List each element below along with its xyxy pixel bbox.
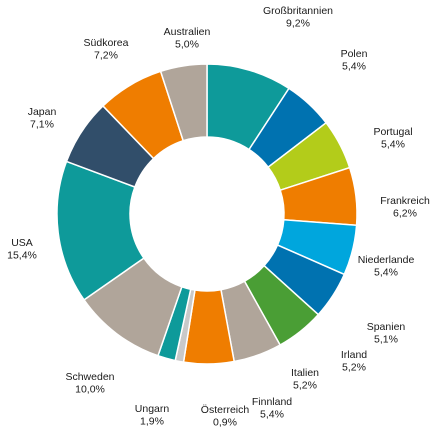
slice-value: 5,4% <box>342 61 366 73</box>
slice-label-frankreich: Frankreich 6,2% <box>380 195 430 220</box>
slice-value: 5,1% <box>374 334 398 346</box>
slice-label-portugal: Portugal 5,4% <box>373 126 412 151</box>
slice-label-finnland: Finnland 5,4% <box>252 396 292 421</box>
slice-value: 5,4% <box>374 267 398 279</box>
slice-name: Südkorea <box>84 37 129 49</box>
slice-value: 5,0% <box>175 39 199 51</box>
slice-australien <box>159 63 208 142</box>
slice-value: 10,0% <box>75 384 105 396</box>
slice-name: Irland <box>341 349 367 361</box>
slice-label-polen: Polen 5,4% <box>341 48 368 73</box>
slice-name: Österreich <box>201 404 250 416</box>
slice-name: Großbritannien <box>263 5 333 17</box>
slice-label-ungarn: Ungarn 1,9% <box>135 403 170 428</box>
slice-label-japan: Japan 7,1% <box>28 106 57 131</box>
slice-label-schweden: Schweden 10,0% <box>65 371 114 396</box>
slice-value: 0,9% <box>213 417 237 429</box>
slice-value: 7,2% <box>94 50 118 62</box>
slice-label-irland: Irland 5,2% <box>341 349 367 374</box>
slice-name: Finnland <box>252 396 292 408</box>
slice-value: 5,2% <box>293 380 317 392</box>
slice-label-italien: Italien 5,2% <box>291 367 319 392</box>
slice-name: Ungarn <box>135 403 170 415</box>
slice-label-österreich: Österreich 0,9% <box>201 404 250 429</box>
slice-label-großbritannien: Großbritannien 9,2% <box>263 5 333 30</box>
slice-value: 6,2% <box>393 208 417 220</box>
slice-value: 9,2% <box>286 18 310 30</box>
slice-value: 15,4% <box>7 250 37 262</box>
slice-name: Schweden <box>65 371 114 383</box>
slice-value: 7,1% <box>30 119 54 131</box>
slice-value: 5,2% <box>342 362 366 374</box>
slice-value: 5,4% <box>381 139 405 151</box>
slice-name: Polen <box>341 48 368 60</box>
slice-value: 5,4% <box>260 409 284 421</box>
slices-group <box>56 63 358 365</box>
slice-label-spanien: Spanien 5,1% <box>367 321 406 346</box>
slice-name: Italien <box>291 367 319 379</box>
slice-label-niederlande: Niederlande 5,4% <box>358 254 415 279</box>
slice-name: Japan <box>28 106 57 118</box>
slice-name: USA <box>11 237 33 249</box>
slice-name: Australien <box>164 26 211 38</box>
slice-label-australien: Australien 5,0% <box>164 26 211 51</box>
slice-label-südkorea: Südkorea 7,2% <box>84 37 129 62</box>
slice-name: Spanien <box>367 321 406 333</box>
slice-label-usa: USA 15,4% <box>7 237 37 262</box>
slice-name: Frankreich <box>380 195 430 207</box>
slice-name: Niederlande <box>358 254 415 266</box>
labels-group: Großbritannien 9,2%Polen 5,4%Portugal 5,4%F… <box>7 5 430 429</box>
slice-value: 1,9% <box>140 416 164 428</box>
slice-name: Portugal <box>373 126 412 138</box>
